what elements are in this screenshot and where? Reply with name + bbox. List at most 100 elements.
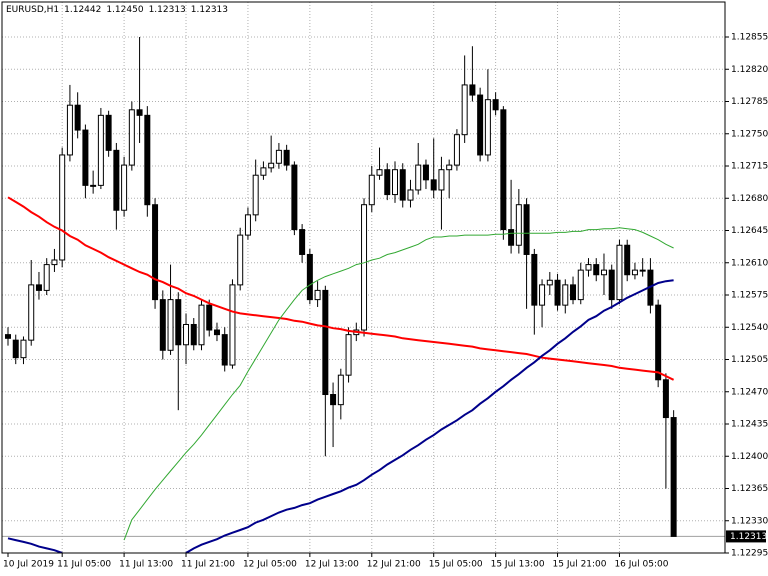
y-tick-label: 1.12610: [731, 258, 768, 268]
bear-candle: [283, 149, 290, 166]
bear-candle: [159, 299, 166, 351]
bear-candle: [469, 84, 476, 96]
bear-candle: [152, 204, 159, 301]
bull-candle: [229, 284, 236, 366]
bull-candle: [392, 169, 398, 196]
bull-candle: [461, 84, 468, 136]
bull-candle: [90, 184, 97, 187]
y-tick-label: 1.12330: [731, 516, 768, 526]
bull-candle: [260, 167, 267, 176]
bull-candle: [631, 269, 638, 276]
bear-candle: [105, 114, 112, 151]
x-tick-label: 15 Jul 05:00: [429, 560, 483, 570]
bear-candle: [213, 329, 220, 336]
bear-candle: [113, 149, 120, 211]
bull-candle: [415, 164, 422, 191]
bull-candle: [577, 269, 584, 301]
bull-candle: [361, 204, 368, 331]
bear-candle: [593, 264, 600, 276]
bear-candle: [523, 204, 530, 255]
moving-average-line: [7, 279, 674, 553]
bear-candle: [299, 229, 306, 255]
header-value: 1.12313: [149, 5, 186, 15]
y-tick-label: 1.12575: [731, 291, 768, 301]
bull-candle: [337, 374, 344, 406]
bear-candle: [221, 334, 228, 366]
bear-candle: [175, 299, 182, 346]
y-tick-label: 1.12785: [731, 97, 768, 107]
y-tick-label: 1.12505: [731, 355, 768, 365]
y-tick-label: 1.12295: [731, 549, 768, 559]
y-tick-label: 1.12750: [731, 129, 768, 139]
x-tick-label: 12 Jul 21:00: [367, 560, 421, 570]
bull-candle: [66, 104, 73, 156]
bear-candle: [306, 253, 313, 301]
y-tick-label: 1.12645: [731, 226, 768, 236]
y-tick-label: 1.12470: [731, 387, 768, 397]
bull-candle: [167, 299, 174, 351]
bear-candle: [624, 244, 631, 276]
moving-average-line: [123, 227, 674, 541]
current-price-label: 1.12313: [730, 532, 767, 542]
bull-candle: [275, 149, 282, 164]
bear-candle: [291, 164, 298, 231]
bull-candle: [407, 189, 414, 201]
bear-candle: [670, 417, 677, 537]
bull-candle: [252, 174, 259, 216]
bear-candle: [570, 284, 577, 301]
bull-candle: [51, 259, 58, 266]
bull-candle: [198, 304, 205, 346]
bear-candle: [384, 169, 391, 196]
y-tick-label: 1.12540: [731, 323, 768, 333]
x-tick-label: 10 Jul 2019: [3, 560, 54, 570]
bull-candle: [376, 169, 383, 176]
bull-candle: [639, 269, 646, 272]
bear-candle: [477, 94, 484, 156]
bull-candle: [314, 289, 321, 301]
bull-candle: [20, 339, 27, 359]
x-tick-label: 11 Jul 13:00: [119, 560, 173, 570]
x-tick-label: 12 Jul 05:00: [243, 560, 297, 570]
bear-candle: [531, 253, 538, 306]
bull-candle: [546, 279, 553, 286]
bear-candle: [12, 339, 19, 359]
bull-candle: [268, 162, 275, 169]
bull-candle: [368, 174, 375, 206]
bull-candle: [128, 109, 135, 166]
y-tick-label: 1.12715: [731, 162, 768, 172]
bear-candle: [206, 304, 213, 331]
plot-frame: [1, 1, 726, 554]
bear-candle: [554, 279, 561, 306]
bull-candle: [59, 154, 66, 261]
bear-candle: [662, 379, 669, 419]
bear-candle: [422, 164, 429, 181]
bull-candle: [600, 269, 607, 276]
y-tick-label: 1.12400: [731, 452, 768, 462]
bear-candle: [35, 284, 42, 291]
bull-candle: [438, 169, 445, 191]
bull-candle: [345, 334, 352, 376]
moving-average-line: [7, 196, 675, 381]
bull-candle: [28, 284, 35, 341]
bear-candle: [136, 109, 143, 116]
bull-candle: [244, 214, 251, 236]
bull-candle: [515, 204, 522, 246]
bear-candle: [330, 394, 337, 406]
bull-candle: [446, 164, 453, 171]
x-tick-label: 15 Jul 13:00: [491, 560, 545, 570]
bear-candle: [492, 99, 499, 111]
bear-candle: [74, 104, 81, 131]
bear-candle: [608, 269, 615, 301]
bear-candle: [190, 323, 197, 346]
header-value: 1.12442: [64, 5, 101, 15]
bull-candle: [237, 234, 244, 286]
bull-candle: [453, 134, 460, 166]
bull-candle: [97, 114, 104, 186]
bull-candle: [616, 244, 623, 301]
x-tick-label: 11 Jul 21:00: [181, 560, 235, 570]
y-tick-label: 1.12680: [731, 194, 768, 204]
bear-candle: [144, 114, 151, 206]
header-value: 1.12313: [191, 5, 228, 15]
bull-candle: [43, 264, 50, 291]
